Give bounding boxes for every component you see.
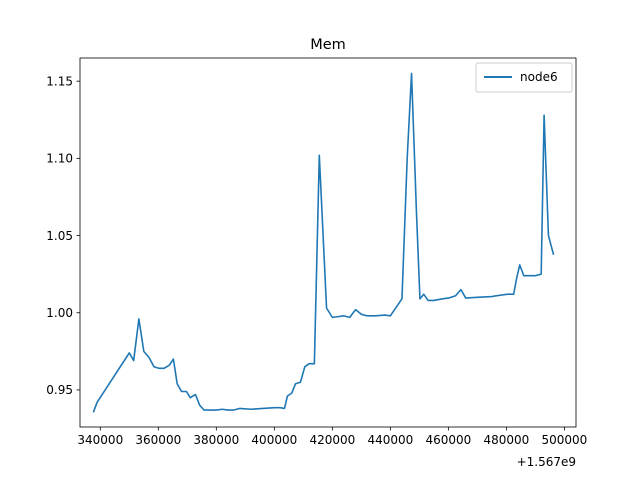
x-axis-offset-label: +1.567e9 xyxy=(517,455,576,469)
plot-frame xyxy=(79,57,577,428)
x-tick-label: 340000 xyxy=(77,433,123,447)
legend-label-node6: node6 xyxy=(520,70,558,84)
y-tick-label: 1.15 xyxy=(46,74,73,88)
y-tick-label: 0.95 xyxy=(46,383,73,397)
y-tick-label: 1.00 xyxy=(46,306,73,320)
y-tick-label: 1.10 xyxy=(46,152,73,166)
x-tick-label: 480000 xyxy=(483,433,529,447)
legend-box xyxy=(475,62,573,93)
x-tick-label: 420000 xyxy=(309,433,355,447)
x-tick-label: 500000 xyxy=(541,433,587,447)
axes: 340000 360000 380000 400000 420000 440000 4600… xyxy=(46,57,587,447)
x-tick-label: 460000 xyxy=(425,433,471,447)
y-tick-label: 1.05 xyxy=(46,229,73,243)
x-tick-label: 380000 xyxy=(193,433,239,447)
x-tick-label: 440000 xyxy=(367,433,413,447)
series-line-node6 xyxy=(92,72,555,413)
plot-area xyxy=(92,72,555,413)
x-tick-label: 400000 xyxy=(251,433,297,447)
legend: node6 xyxy=(475,62,573,93)
chart-title: Mem xyxy=(310,37,346,53)
x-tick-label: 360000 xyxy=(135,433,181,447)
